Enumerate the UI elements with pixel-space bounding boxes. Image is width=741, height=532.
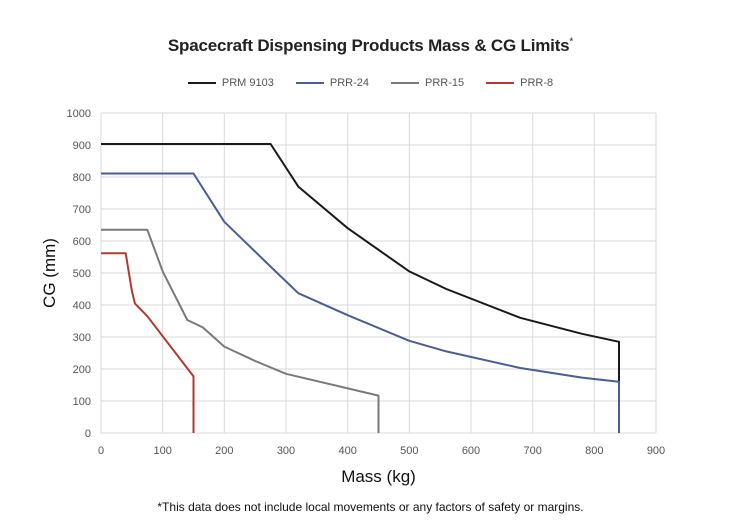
series-line-prr-15 — [101, 228, 380, 433]
x-tick-label: 500 — [400, 445, 418, 457]
legend-item: PRR-15 — [390, 77, 465, 89]
y-tick-label: 500 — [73, 268, 91, 280]
chart-title: Spacecraft Dispensing Products Mass & CG… — [0, 36, 741, 56]
legend-item: PRR-8 — [486, 77, 553, 89]
chart-title-text: Spacecraft Dispensing Products Mass & CG… — [167, 36, 570, 55]
footnote: *This data does not include local moveme… — [157, 500, 584, 514]
y-tick-label: 1000 — [67, 108, 91, 120]
x-tick-label: 900 — [647, 445, 665, 457]
legend-swatch — [187, 82, 216, 84]
y-tick-label: 0 — [85, 428, 91, 440]
x-tick-label: 400 — [338, 445, 356, 457]
x-axis-title: Mass (kg) — [341, 467, 416, 486]
y-tick-label: 200 — [73, 364, 91, 376]
y-tick-label: 900 — [73, 140, 91, 152]
title-footnote-mark: * — [569, 36, 574, 48]
legend-swatch — [486, 82, 515, 84]
legend-label: PRR-24 — [329, 77, 369, 89]
y-tick-label: 300 — [73, 332, 91, 344]
y-tick-label: 100 — [73, 396, 91, 408]
y-tick-label: 800 — [73, 172, 91, 184]
x-tick-label: 600 — [462, 445, 480, 457]
legend-item: PRR-24 — [295, 77, 369, 89]
y-tick-label: 400 — [73, 300, 91, 312]
series-line-prr-24 — [101, 172, 620, 433]
x-tick-label: 700 — [523, 445, 541, 457]
legend-label: PRM 9103 — [221, 77, 274, 89]
line-chart: 0 100 200 300 400 500 600 700 800 900 1000 0 100 200 3… — [40, 108, 665, 486]
x-tick-label: 200 — [215, 445, 233, 457]
y-tick-label: 700 — [73, 204, 91, 216]
series-line-prm-9103 — [101, 143, 620, 433]
x-tick-label: 300 — [277, 445, 295, 457]
x-tick-label: 100 — [153, 445, 171, 457]
legend-swatch — [295, 82, 324, 84]
y-tick-label: 600 — [73, 236, 91, 248]
legend-swatch — [390, 82, 419, 84]
legend-label: PRR-15 — [424, 77, 465, 89]
legend-label: PRR-8 — [520, 77, 554, 89]
y-axis-title: CG (mm) — [40, 238, 59, 308]
x-tick-label: 800 — [585, 445, 603, 457]
chart-legend: PRM 9103 PRR-24 PRR-15 PRR-8 — [0, 77, 741, 89]
x-tick-label: 0 — [98, 445, 104, 457]
legend-item: PRM 9103 — [187, 77, 274, 89]
series-line-prr-8 — [101, 252, 195, 433]
